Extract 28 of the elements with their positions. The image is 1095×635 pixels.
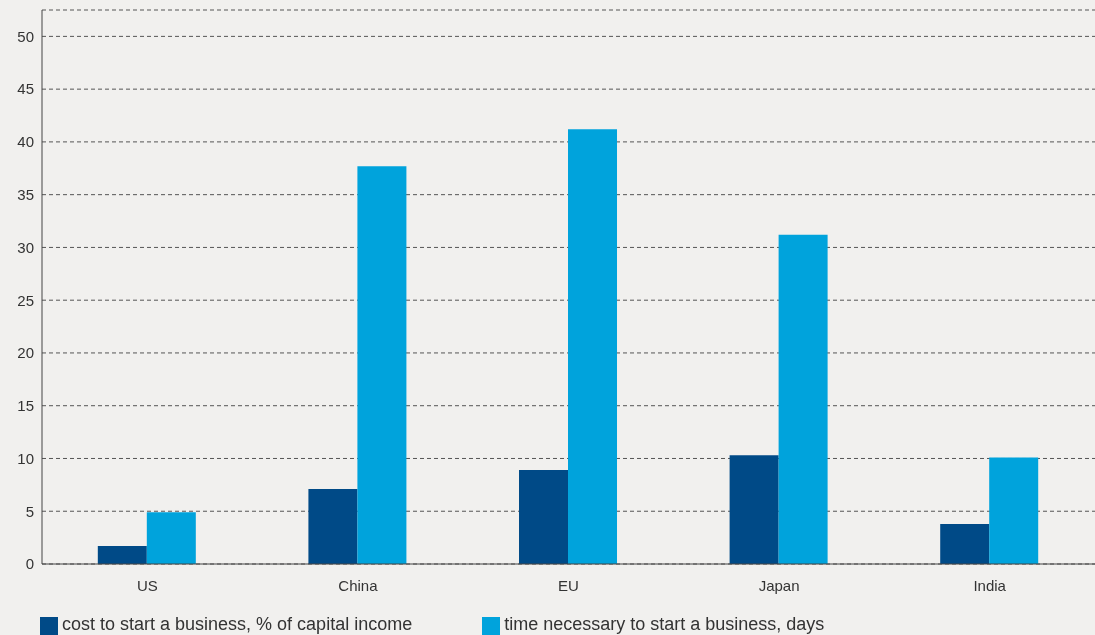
- y-tick-label: 45: [17, 80, 34, 98]
- y-tick-label: 40: [17, 133, 34, 151]
- x-tick-label: India: [973, 576, 1007, 594]
- y-tick-label: 35: [17, 185, 34, 203]
- y-tick-label: 15: [17, 397, 34, 415]
- legend-label: time necessary to start a business, days: [504, 614, 825, 634]
- bar: [308, 489, 358, 564]
- bar: [568, 129, 618, 564]
- bar: [778, 234, 828, 564]
- bar: [989, 457, 1039, 564]
- bar: [519, 470, 569, 564]
- y-tick-label: 10: [17, 449, 34, 467]
- y-tick-label: 25: [17, 291, 34, 309]
- bar: [729, 455, 779, 564]
- bar: [357, 166, 407, 564]
- y-tick-label: 0: [25, 555, 34, 573]
- x-tick-label: China: [338, 576, 379, 594]
- y-tick-label: 20: [17, 344, 34, 362]
- x-tick-label: EU: [558, 576, 579, 594]
- x-tick-label: US: [136, 576, 158, 594]
- y-tick-label: 30: [17, 238, 34, 256]
- bar: [146, 512, 196, 564]
- legend-label: cost to start a business, % of capital income: [62, 614, 413, 634]
- x-tick-label: Japan: [758, 576, 800, 594]
- bar: [940, 523, 990, 564]
- y-tick-label: 5: [25, 502, 34, 520]
- y-tick-label: 50: [17, 27, 34, 45]
- bar: [97, 546, 147, 564]
